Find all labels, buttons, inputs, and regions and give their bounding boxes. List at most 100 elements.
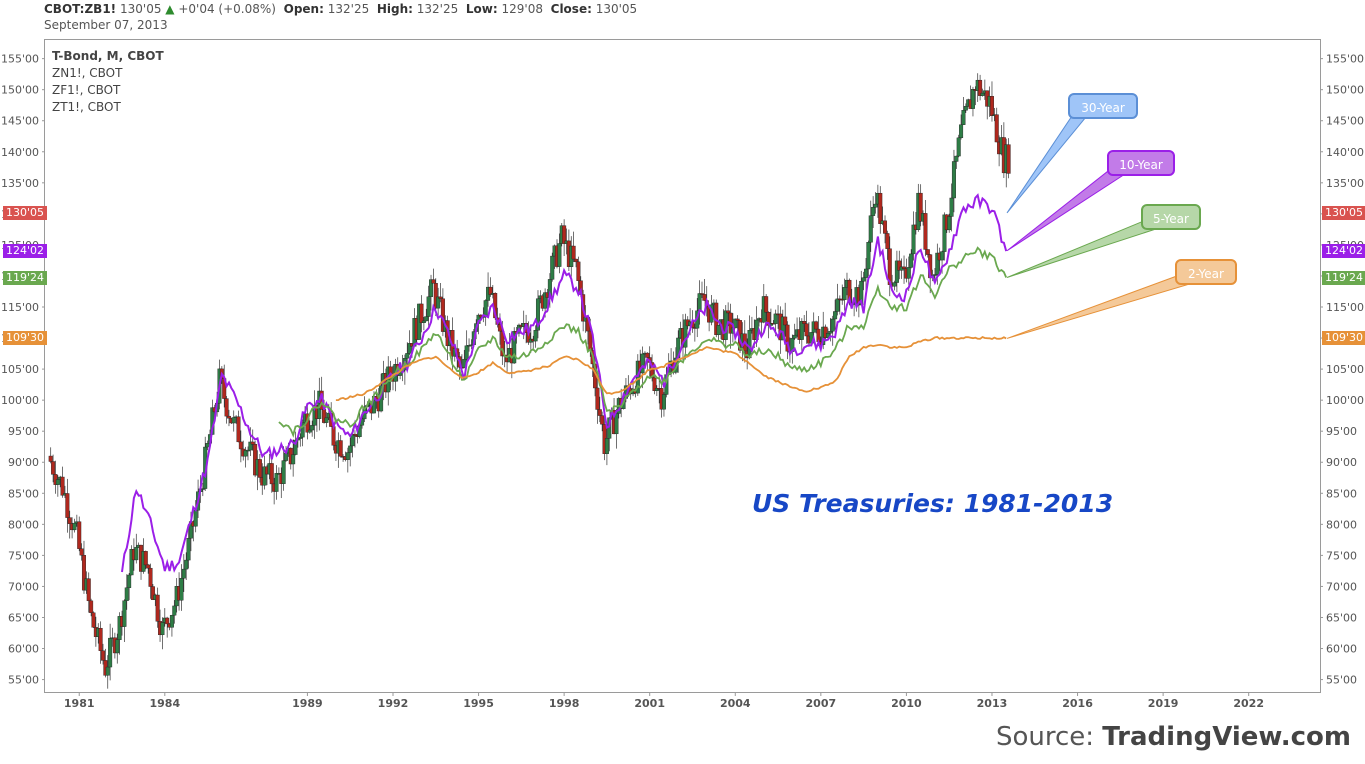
x-tick-label: 2019 xyxy=(1148,697,1179,710)
candle-body xyxy=(91,612,96,628)
candle-body xyxy=(804,323,809,337)
callout-pointer xyxy=(1006,217,1160,278)
candle-body xyxy=(117,616,122,640)
candle-body xyxy=(940,251,945,261)
y-tick-left: 135'00 xyxy=(1,177,39,190)
y-tick-right: 80'00 xyxy=(1326,518,1357,531)
x-tick-label: 2010 xyxy=(891,697,922,710)
candle-body xyxy=(60,476,65,496)
candle-body xyxy=(352,433,357,436)
legend-item-zn[interactable]: ZN1!, CBOT xyxy=(52,66,123,80)
y-tick-right: 150'00 xyxy=(1326,84,1364,97)
line-zt1 xyxy=(335,335,1007,402)
close-value: 130'05 xyxy=(595,2,638,16)
candle-body xyxy=(108,637,113,668)
candle-body xyxy=(134,547,139,561)
y-axis-right: 55'00 60'00 65'00 70'00 75'00 80'00 85'00 90'00… xyxy=(1320,53,1364,687)
candle-body xyxy=(814,321,819,330)
candle-body xyxy=(828,331,833,334)
candle-body xyxy=(169,615,174,628)
y-tick-right: 100'00 xyxy=(1326,394,1364,407)
price-badge-right: 109'30 xyxy=(1322,331,1365,346)
candle-body xyxy=(959,124,964,139)
candle-body xyxy=(262,466,267,486)
candle-body xyxy=(310,425,315,431)
candle-body xyxy=(702,294,707,301)
legend-item-zf[interactable]: ZF1!, CBOT xyxy=(52,83,121,97)
candle-body xyxy=(291,454,296,465)
y-tick-left: 90'00 xyxy=(8,456,39,469)
x-tick-label: 1989 xyxy=(292,697,323,710)
candle-body xyxy=(421,320,426,323)
price-badge-left: 124'02 xyxy=(3,243,48,258)
candle-body xyxy=(436,296,441,309)
candle-body xyxy=(861,277,866,282)
y-tick-right: 105'00 xyxy=(1326,363,1364,376)
last-price: 130'05 xyxy=(119,2,162,16)
y-tick-left: 115'00 xyxy=(1,301,39,314)
candle-body xyxy=(994,114,999,143)
price-badge-left: 109'30 xyxy=(3,331,48,346)
candle-body xyxy=(186,537,191,561)
candle-body xyxy=(243,450,248,457)
candle-body xyxy=(543,292,548,309)
candle-body xyxy=(823,326,828,339)
candle-body xyxy=(735,318,740,321)
chart-annotation: US Treasuries: 1981-2013 xyxy=(752,489,1114,518)
x-tick-label: 2016 xyxy=(1062,697,1093,710)
open-label: Open: xyxy=(283,2,324,16)
candle-body xyxy=(184,559,189,570)
candle-body xyxy=(574,258,579,263)
candle-body xyxy=(949,197,954,217)
candle-body xyxy=(963,106,968,111)
y-tick-left: 100'00 xyxy=(1,394,39,407)
candle-body xyxy=(298,436,303,439)
legend-item-zt[interactable]: ZT1!, CBOT xyxy=(52,100,121,114)
chart-header: CBOT:ZB1! 130'05 ▲ +0'04 (+0.08%) Open: … xyxy=(44,2,637,16)
candle-body xyxy=(925,249,930,255)
candle-body xyxy=(614,413,619,435)
candle-body xyxy=(562,225,567,244)
x-tick-label: 1981 xyxy=(64,697,95,710)
candle-body xyxy=(645,352,650,358)
candle-body xyxy=(780,316,785,341)
candle-body xyxy=(122,600,127,627)
candle-body xyxy=(274,473,279,492)
y-tick-left: 70'00 xyxy=(8,580,39,593)
candle-body xyxy=(127,574,132,588)
candle-body xyxy=(250,441,255,445)
x-tick-label: 1995 xyxy=(463,697,494,710)
candle-body xyxy=(440,298,445,332)
candle-body xyxy=(792,334,797,339)
candle-body xyxy=(48,455,53,462)
candle-body xyxy=(300,422,305,438)
candle-body xyxy=(269,463,274,485)
candle-body xyxy=(429,279,434,297)
x-tick-label: 2022 xyxy=(1233,697,1264,710)
candle-body xyxy=(954,155,959,162)
candle-body xyxy=(205,443,210,448)
candle-body xyxy=(989,96,994,116)
legend-item-tbond[interactable]: T-Bond, M, CBOT xyxy=(52,49,164,63)
y-tick-right: 60'00 xyxy=(1326,643,1357,656)
candle-body xyxy=(150,586,155,600)
price-change: +0'04 (+0.08%) xyxy=(178,2,276,16)
candle-body xyxy=(557,243,562,267)
candle-body xyxy=(226,415,231,419)
candle-body xyxy=(654,388,659,391)
source-brand: TradingView.com xyxy=(1102,722,1351,752)
candle-body xyxy=(902,266,907,269)
candle-body xyxy=(783,316,788,326)
candle-body xyxy=(345,452,350,460)
candle-body xyxy=(909,253,914,268)
candle-body xyxy=(842,287,847,300)
candle-body xyxy=(918,192,923,222)
candle-body xyxy=(181,568,186,579)
candle-body xyxy=(488,286,493,295)
candle-body xyxy=(86,578,91,602)
open-value: 132'25 xyxy=(327,2,370,16)
candle-body xyxy=(747,330,752,359)
candle-body xyxy=(179,577,184,601)
candle-body xyxy=(866,242,871,270)
